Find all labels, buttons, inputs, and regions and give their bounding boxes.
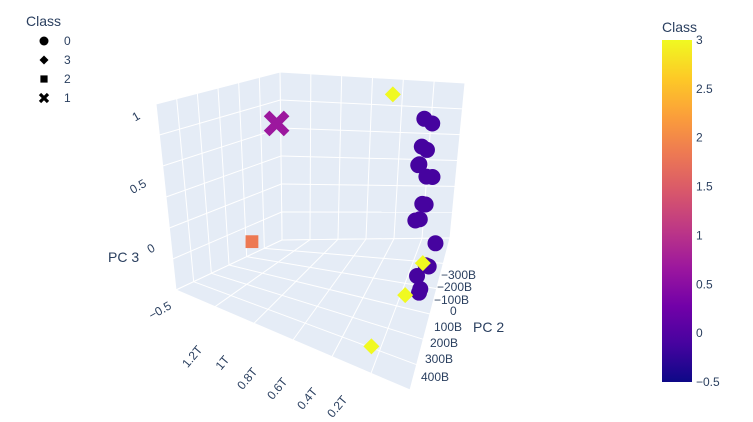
colorbar-tick-label: 1 [696,228,703,242]
data-point-class-0 [416,110,433,127]
data-point-class-0 [411,284,428,301]
legend-title: Class [26,13,61,29]
z-tick-label: −0.5 [146,298,174,322]
y-tick-label: 0 [450,304,457,318]
y-tick-label: 400B [421,370,449,384]
data-point-class-3 [363,338,380,355]
data-point-class-0 [418,168,435,185]
legend-item-2[interactable]: 2 [40,72,71,86]
data-point-class-0 [409,267,426,284]
data-point-class-0 [414,195,431,212]
legend-square-icon [40,75,48,83]
y-tick-label: 100B [434,320,462,334]
colorbar-tick-label: 0 [696,326,703,340]
grid-line [176,98,195,282]
legend[interactable]: Class 0 3 2 1 [26,13,71,105]
colorbar-title: Class [662,19,697,35]
colorbar-gradient [662,40,692,382]
x-tick-label: 1.2T [179,342,206,370]
x-tick-label: 1T [213,352,233,372]
data-points [245,86,444,355]
y-tick-label: 200B [430,336,458,350]
data-point-class-3 [414,255,431,272]
x-tick-label: 0.8T [234,364,261,392]
colorbar: Class 3 2.5 2 1.5 1 0.5 0 −0.5 [662,19,720,389]
data-point-class-0 [413,138,430,155]
x-tick-label: 0.4T [294,384,321,412]
legend-item-3[interactable]: 3 [39,53,72,67]
legend-item-label: 1 [64,91,71,105]
legend-item-label: 2 [64,72,71,86]
data-point-class-1 [263,110,290,137]
z-tick-label: 1 [130,109,143,125]
z-tick-label: 0 [145,241,158,257]
data-point-class-0 [410,157,427,174]
y-tick-label: 300B [425,352,453,366]
data-point-class-2 [245,235,259,249]
data-point-class-0 [407,212,424,229]
colorbar-tick-label: 0.5 [696,277,713,291]
data-point-class-3 [384,86,401,103]
colorbar-tick-label: 1.5 [696,180,713,194]
grid-lines [159,73,463,374]
legend-item-1[interactable]: 1 [38,91,71,105]
legend-item-0[interactable]: 0 [39,34,72,48]
data-point-class-0 [427,235,444,252]
colorbar-tick-label: 2.5 [696,82,713,96]
legend-item-label: 3 [64,53,71,67]
legend-item-label: 0 [64,34,71,48]
z-tick-label: 0.5 [127,176,149,197]
legend-circle-icon [39,36,49,46]
colorbar-tick-label: 3 [696,33,703,47]
data-point-class-3 [397,287,414,304]
legend-x-icon [38,92,50,104]
legend-diamond-icon [39,55,49,65]
x-tick-label: 0.2T [324,392,351,420]
y-axis-title: PC 2 [473,319,504,335]
colorbar-tick-label: −0.5 [696,375,720,389]
y-tick-label: −100B [434,293,469,307]
y-tick-label: −300B [441,268,476,282]
x-tick-label: 0.6T [264,374,291,402]
colorbar-tick-label: 2 [696,131,703,145]
grid-line [193,281,417,366]
back-wall [279,71,466,241]
z-axis-title: PC 3 [108,249,139,265]
y-tick-label: −200B [437,280,472,294]
